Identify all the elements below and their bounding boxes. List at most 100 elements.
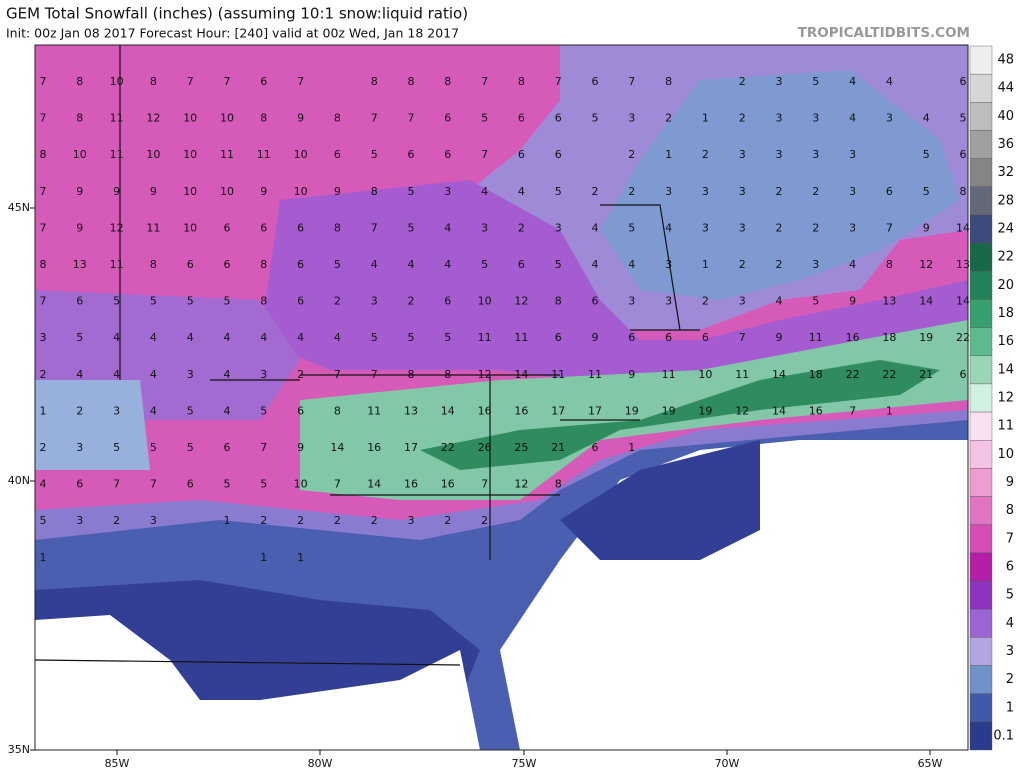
colorbar-swatch <box>969 383 993 413</box>
snow-value: 4 <box>187 331 194 344</box>
colorbar-swatch <box>969 242 993 272</box>
snow-value: 3 <box>150 514 157 527</box>
snow-value: 6 <box>960 148 967 161</box>
snow-value: 6 <box>555 148 562 161</box>
snow-value: 6 <box>260 221 267 234</box>
snow-value: 7 <box>886 221 893 234</box>
snow-value: 6 <box>518 148 525 161</box>
colorbar-label: 1 <box>1006 700 1014 715</box>
snow-value: 11 <box>588 368 602 381</box>
snow-value: 12 <box>514 478 528 491</box>
snow-value: 13 <box>73 258 87 271</box>
snow-value: 6 <box>592 441 599 454</box>
snow-value: 2 <box>40 441 47 454</box>
snow-value: 18 <box>882 331 896 344</box>
snow-value: 22 <box>882 368 896 381</box>
snow-value: 4 <box>665 221 672 234</box>
snow-value: 3 <box>76 514 83 527</box>
snow-value: 11 <box>146 221 160 234</box>
subtitle: Init: 00z Jan 08 2017 Forecast Hour: [24… <box>6 26 459 41</box>
snow-value: 2 <box>334 295 341 308</box>
snow-value: 3 <box>444 185 451 198</box>
colorbar-swatch <box>969 271 993 300</box>
snow-value: 11 <box>110 112 124 125</box>
snow-value: 7 <box>481 75 488 88</box>
snow-value: 6 <box>334 148 341 161</box>
snow-value: 5 <box>187 295 194 308</box>
snow-value: 12 <box>735 404 749 417</box>
snow-value: 9 <box>297 112 304 125</box>
snow-value: 2 <box>371 514 378 527</box>
colorbar-label: 32 <box>997 165 1014 180</box>
snow-value: 5 <box>555 185 562 198</box>
colorbar-label: 28 <box>997 193 1014 208</box>
snow-value: 12 <box>146 112 160 125</box>
snow-value: 10 <box>294 478 308 491</box>
snow-value: 2 <box>628 185 635 198</box>
snow-value: 5 <box>260 478 267 491</box>
snow-value: 7 <box>481 478 488 491</box>
snow-value: 26 <box>478 441 492 454</box>
snow-value: 9 <box>76 221 83 234</box>
snow-value: 5 <box>150 441 157 454</box>
snow-value: 5 <box>812 295 819 308</box>
snow-value: 10 <box>183 148 197 161</box>
colorbar-swatch <box>969 609 993 638</box>
snow-value: 2 <box>334 514 341 527</box>
colorbar-label: 10 <box>997 447 1014 462</box>
snow-value: 2 <box>776 221 783 234</box>
snow-value: 17 <box>588 404 602 417</box>
snow-value: 8 <box>40 258 47 271</box>
snow-value: 8 <box>960 185 967 198</box>
snow-value: 9 <box>76 185 83 198</box>
colorbar-swatch <box>969 580 993 610</box>
snow-value: 5 <box>40 514 47 527</box>
lat-label: 35N <box>8 743 30 756</box>
snow-value: 2 <box>776 185 783 198</box>
snow-value: 7 <box>739 331 746 344</box>
snow-value: 3 <box>849 221 856 234</box>
snow-value: 6 <box>665 331 672 344</box>
snow-value: 6 <box>408 148 415 161</box>
snow-value: 1 <box>297 551 304 564</box>
snow-value: 22 <box>441 441 455 454</box>
snow-value: 25 <box>514 441 528 454</box>
snow-value: 6 <box>592 75 599 88</box>
snow-value: 17 <box>404 441 418 454</box>
snow-value: 11 <box>478 331 492 344</box>
title: GEM Total Snowfall (inches) (assuming 10… <box>6 5 468 23</box>
snow-value: 3 <box>739 148 746 161</box>
snow-value: 1 <box>260 551 267 564</box>
snow-value: 2 <box>592 185 599 198</box>
snow-value: 7 <box>40 221 47 234</box>
snow-value: 4 <box>297 331 304 344</box>
snow-value: 3 <box>40 331 47 344</box>
colorbar-swatch <box>969 327 993 356</box>
snow-value: 1 <box>702 258 709 271</box>
snow-value: 5 <box>150 295 157 308</box>
snow-value: 8 <box>555 478 562 491</box>
snow-value: 3 <box>849 185 856 198</box>
snow-value: 5 <box>224 295 231 308</box>
lon-label: 75W <box>512 757 537 770</box>
snow-value: 6 <box>518 258 525 271</box>
snow-value: 11 <box>551 368 565 381</box>
snow-value: 21 <box>919 368 933 381</box>
snow-value: 9 <box>334 185 341 198</box>
snow-value: 14 <box>367 478 381 491</box>
snow-value: 5 <box>481 112 488 125</box>
snow-value: 14 <box>772 404 786 417</box>
snow-value: 3 <box>812 258 819 271</box>
snow-value: 6 <box>444 112 451 125</box>
snow-value: 6 <box>224 441 231 454</box>
snow-value: 7 <box>334 478 341 491</box>
snow-value: 5 <box>444 331 451 344</box>
snow-value: 7 <box>371 112 378 125</box>
snow-value: 3 <box>665 295 672 308</box>
snow-value: 16 <box>514 404 528 417</box>
snow-value: 10 <box>220 112 234 125</box>
snow-value: 3 <box>371 295 378 308</box>
colorbar-label: 36 <box>997 137 1014 152</box>
snow-value: 3 <box>76 441 83 454</box>
snow-value: 4 <box>776 295 783 308</box>
